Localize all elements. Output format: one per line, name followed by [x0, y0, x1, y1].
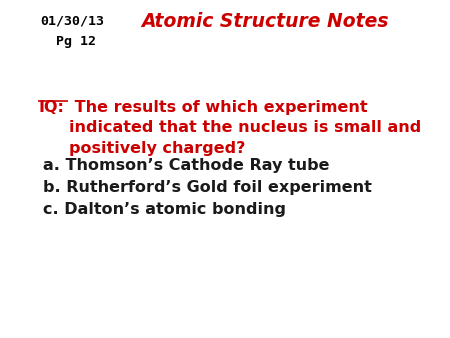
Text: b. Rutherford’s Gold foil experiment: b. Rutherford’s Gold foil experiment [43, 180, 372, 195]
Text: 01/30/13: 01/30/13 [40, 15, 104, 28]
Text: The results of which experiment
indicated that the nucleus is small and
positive: The results of which experiment indicate… [69, 100, 421, 156]
Text: Atomic Structure Notes: Atomic Structure Notes [141, 12, 389, 31]
Text: a. Thomson’s Cathode Ray tube: a. Thomson’s Cathode Ray tube [43, 158, 329, 173]
Text: IQ:: IQ: [38, 100, 64, 115]
Text: c. Dalton’s atomic bonding: c. Dalton’s atomic bonding [43, 202, 286, 217]
Text: Pg 12: Pg 12 [40, 35, 96, 48]
